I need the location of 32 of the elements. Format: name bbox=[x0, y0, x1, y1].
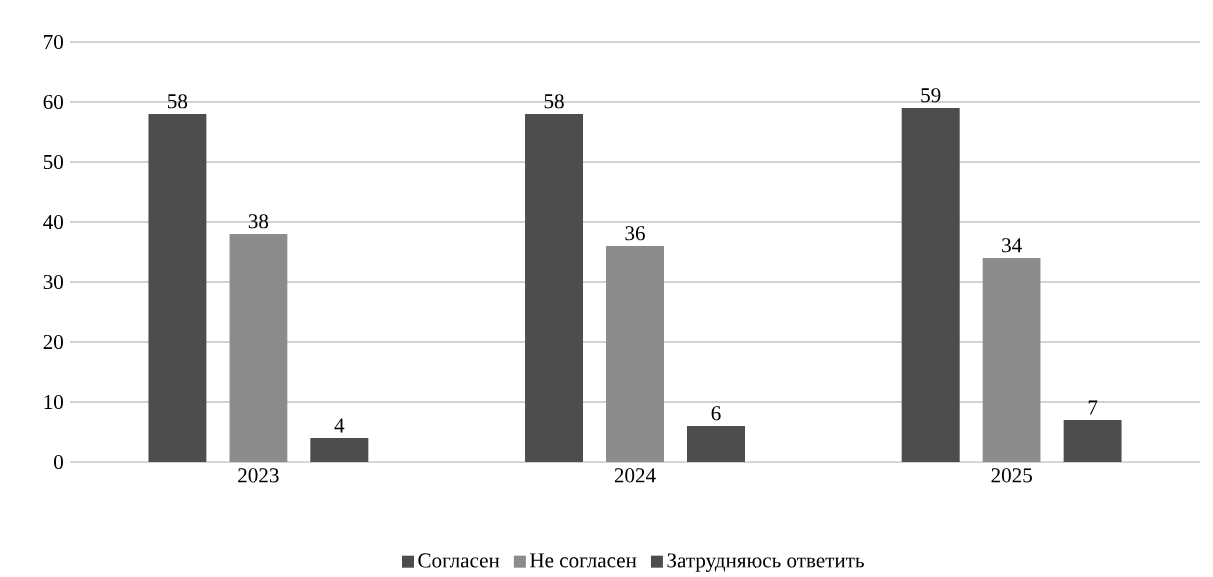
y-tick-label: 20 bbox=[43, 334, 63, 350]
data-label: 6 bbox=[711, 406, 721, 421]
bar bbox=[1063, 420, 1122, 462]
y-tick-label: 70 bbox=[44, 34, 63, 50]
bar bbox=[901, 108, 960, 462]
legend-label: Согласен bbox=[418, 553, 500, 568]
legend-label: Затрудняюсь ответить bbox=[667, 553, 864, 572]
y-tick-label: 50 bbox=[43, 154, 63, 170]
data-label: 36 bbox=[625, 226, 645, 241]
x-tick-label: 2025 bbox=[991, 468, 1032, 483]
data-label: 7 bbox=[1088, 400, 1098, 415]
data-label: 59 bbox=[921, 88, 941, 103]
bar bbox=[606, 246, 665, 462]
y-tick-label: 0 bbox=[54, 454, 63, 470]
bar bbox=[229, 234, 288, 462]
data-label: 38 bbox=[248, 214, 269, 229]
bar bbox=[310, 438, 369, 462]
x-tick-label: 2023 bbox=[238, 468, 279, 483]
data-label: 4 bbox=[334, 418, 345, 433]
y-tick-label: 10 bbox=[44, 394, 63, 410]
data-label: 58 bbox=[544, 94, 564, 109]
bar bbox=[982, 258, 1041, 462]
data-label: 58 bbox=[168, 94, 188, 109]
y-tick-label: 40 bbox=[43, 214, 63, 230]
y-tick-label: 30 bbox=[43, 274, 63, 290]
bar bbox=[148, 114, 207, 462]
x-tick-label: 2024 bbox=[614, 468, 656, 483]
bar bbox=[525, 114, 584, 462]
bar bbox=[686, 426, 745, 462]
data-label: 34 bbox=[1002, 238, 1022, 253]
legend-label: Не согласен bbox=[530, 553, 637, 568]
y-tick-label: 60 bbox=[43, 94, 63, 110]
